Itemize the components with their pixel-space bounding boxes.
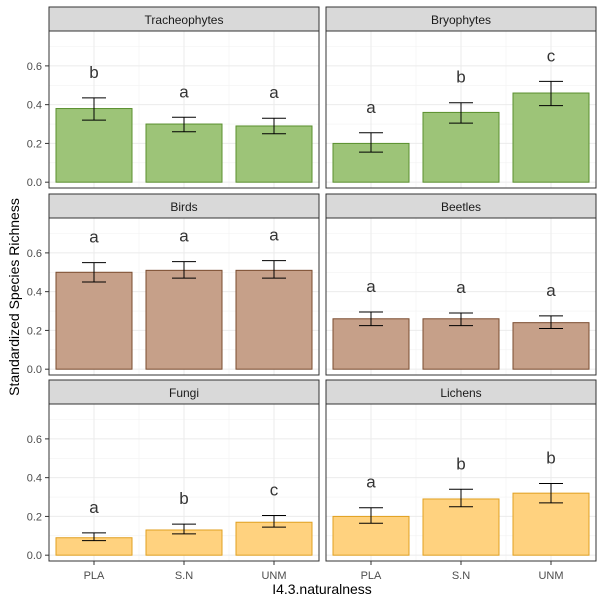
y-tick-label: 0.6 bbox=[27, 248, 42, 260]
significance-letter-lichens-unm: b bbox=[546, 448, 555, 467]
bar-bryophytes-unm bbox=[512, 92, 590, 183]
facet-strip bbox=[325, 379, 597, 405]
y-tick-label: 0.4 bbox=[27, 473, 42, 485]
panel-border bbox=[48, 217, 320, 376]
bar-beetles-pla bbox=[332, 318, 410, 370]
facet-title-birds: Birds bbox=[170, 200, 197, 214]
y-tick-label: 0.2 bbox=[27, 138, 42, 150]
bar-birds-unm bbox=[235, 269, 313, 370]
facet-strip bbox=[48, 6, 320, 32]
y-tick-label: 0.6 bbox=[27, 61, 42, 73]
x-tick-label-s-n: S.N bbox=[452, 570, 470, 582]
y-axis-title: Standardized Species Richness bbox=[6, 198, 22, 396]
facet-strip bbox=[48, 193, 320, 219]
significance-letter-tracheophytes-pla: b bbox=[89, 63, 98, 82]
significance-letter-beetles-unm: a bbox=[546, 281, 556, 300]
facet-title-bryophytes: Bryophytes bbox=[431, 13, 491, 27]
significance-letter-fungi-unm: c bbox=[270, 480, 279, 499]
bar-tracheophytes-unm bbox=[235, 125, 313, 183]
x-axis-ticks: PLA S.N UNM PLA S.N UNM bbox=[84, 561, 564, 582]
panel-border bbox=[325, 217, 597, 376]
significance-letter-bryophytes-unm: c bbox=[547, 46, 556, 65]
bar-lichens-s-n bbox=[422, 498, 500, 556]
bar-bryophytes-s-n bbox=[422, 111, 500, 183]
significance-letter-bryophytes-s-n: b bbox=[456, 68, 465, 87]
y-tick-label: 0.2 bbox=[27, 511, 42, 523]
bar-beetles-s-n bbox=[422, 318, 500, 370]
significance-letter-birds-unm: a bbox=[269, 226, 279, 245]
facet-tracheophytes: Tracheophytes b a a bbox=[48, 6, 320, 189]
facet-birds: Birds a a a bbox=[48, 193, 320, 376]
significance-letter-tracheophytes-unm: a bbox=[269, 83, 279, 102]
x-tick-label-pla: PLA bbox=[361, 570, 382, 582]
significance-letter-lichens-pla: a bbox=[366, 473, 376, 492]
facet-bryophytes: Bryophytes a b c bbox=[325, 6, 597, 189]
significance-letter-beetles-s-n: a bbox=[456, 278, 466, 297]
y-tick-label: 0.4 bbox=[27, 287, 42, 299]
bar-fungi-unm bbox=[235, 521, 313, 556]
panel-border bbox=[325, 30, 597, 189]
significance-letter-lichens-s-n: b bbox=[456, 454, 465, 473]
y-tick-label: 0.2 bbox=[27, 325, 42, 337]
bar-lichens-unm bbox=[512, 492, 590, 556]
y-tick-label: 0.0 bbox=[27, 364, 42, 376]
significance-letter-birds-s-n: a bbox=[179, 227, 189, 246]
y-tick-label: 0.0 bbox=[27, 550, 42, 562]
significance-letter-fungi-s-n: b bbox=[179, 489, 188, 508]
facet-title-lichens: Lichens bbox=[440, 386, 481, 400]
bar-birds-s-n bbox=[145, 269, 223, 370]
bar-birds-pla bbox=[55, 271, 133, 370]
x-tick-label-unm: UNM bbox=[538, 570, 563, 582]
y-tick-label: 0.6 bbox=[27, 434, 42, 446]
facet-strip bbox=[325, 6, 597, 32]
bar-beetles-unm bbox=[512, 322, 590, 370]
facet-title-fungi: Fungi bbox=[169, 386, 199, 400]
facet-strip bbox=[48, 379, 320, 405]
y-tick-label: 0.0 bbox=[27, 177, 42, 189]
bar-tracheophytes-s-n bbox=[145, 123, 223, 183]
significance-letter-beetles-pla: a bbox=[366, 277, 376, 296]
facet-title-beetles: Beetles bbox=[441, 200, 481, 214]
facet-fungi: Fungi a b c bbox=[48, 379, 320, 562]
x-tick-label-s-n: S.N bbox=[175, 570, 193, 582]
significance-letter-fungi-pla: a bbox=[89, 498, 99, 517]
significance-letter-tracheophytes-s-n: a bbox=[179, 82, 189, 101]
x-tick-label-pla: PLA bbox=[84, 570, 105, 582]
facet-beetles: Beetles a a a bbox=[325, 193, 597, 376]
facet-lichens: Lichens a b b bbox=[325, 379, 597, 562]
significance-letter-bryophytes-pla: a bbox=[366, 98, 376, 117]
facet-title-tracheophytes: Tracheophytes bbox=[145, 13, 224, 27]
x-axis-title: I4.3.naturalness bbox=[272, 581, 372, 597]
significance-letter-birds-pla: a bbox=[89, 228, 99, 247]
x-tick-label-unm: UNM bbox=[261, 570, 286, 582]
y-axis-ticks: 0.0 0.2 0.4 0.6 0.0 0.2 0.4 0.6 0.0 0.2 0.4 0.6 bbox=[27, 61, 49, 562]
panel-border bbox=[48, 30, 320, 189]
y-tick-label: 0.4 bbox=[27, 100, 42, 112]
